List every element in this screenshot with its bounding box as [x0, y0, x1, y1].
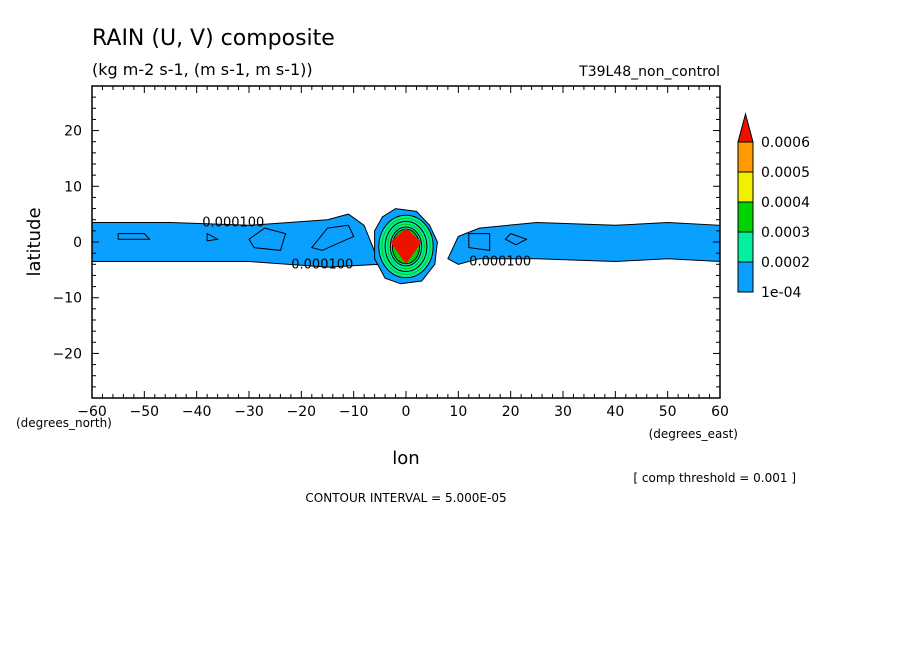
contour-cell [468, 233, 491, 251]
contour-cell [248, 227, 287, 251]
y-tick-label: −20 [52, 346, 82, 362]
run-label: T39L48_non_control [578, 64, 720, 80]
contour-label: 0.000100 [469, 255, 531, 270]
x-tick-label: 50 [659, 404, 677, 420]
x-unit-label: (degrees_east) [649, 427, 738, 441]
contour-cell [117, 233, 151, 240]
x-tick-label: 60 [711, 404, 729, 420]
contour-label: 0.000100 [202, 216, 264, 231]
x-tick-label: 0 [402, 404, 411, 420]
core-contour-ring [378, 214, 434, 279]
colorbar-label: 0.0005 [761, 165, 810, 181]
colorbar-max-arrow [737, 112, 754, 143]
chart-title: RAIN (U, V) composite [92, 26, 335, 51]
y-tick-label: 20 [64, 124, 82, 140]
contour-cell [504, 233, 528, 246]
x-tick-label: −50 [130, 404, 160, 420]
contour-cell [310, 224, 355, 251]
x-tick-label: −40 [182, 404, 212, 420]
y-unit-label: (degrees_north) [16, 416, 112, 430]
colorbar-label: 1e-04 [761, 285, 801, 301]
rain-band-west [91, 213, 381, 268]
threshold-note: [ comp threshold = 0.001 ] [633, 471, 796, 485]
core-maximum [390, 228, 422, 265]
x-tick-label: −20 [287, 404, 317, 420]
colorbar-label: 0.0006 [761, 135, 810, 151]
chart-subtitle: (kg m-2 s-1, (m s-1, m s-1)) [92, 60, 313, 79]
colorbar-label: 0.0002 [761, 255, 810, 271]
contour-interval-note: CONTOUR INTERVAL = 5.000E-05 [305, 491, 506, 505]
contour-cell [206, 232, 220, 242]
colorbar-swatch [737, 261, 754, 293]
core-contour-ring [381, 218, 431, 275]
x-tick-label: 10 [449, 404, 467, 420]
colorbar-swatch [737, 171, 754, 203]
x-tick-label: −10 [339, 404, 369, 420]
contour-fill-layer: 0.000100 0.000100 0.000100 [91, 208, 721, 285]
core-contour-ring [387, 223, 425, 270]
y-axis-label: latitude [24, 207, 45, 276]
x-tick-label: 30 [554, 404, 572, 420]
contour-label: 0.000100 [291, 257, 353, 272]
x-axis-label: lon [392, 448, 419, 469]
x-tick-label: 40 [606, 404, 624, 420]
colorbar-swatch [737, 201, 754, 233]
x-tick-label: 20 [502, 404, 520, 420]
y-tick-label: 10 [64, 179, 82, 195]
core-contour-ring [389, 226, 423, 267]
x-tick-label: −60 [77, 404, 107, 420]
colorbar-label: 0.0003 [761, 225, 810, 241]
y-tick-label: −10 [52, 291, 82, 307]
colorbar-swatch [737, 231, 754, 263]
core-contour-ring [384, 220, 428, 273]
plot-frame [91, 85, 721, 399]
colorbar-label: 0.0004 [761, 195, 810, 211]
colorbar-swatch [737, 141, 754, 173]
colorbar: 1e-04 0.0002 0.0003 0.0004 0.0005 0.0006 [737, 112, 810, 301]
y-tick-label: 0 [73, 235, 82, 251]
x-tick-label: −30 [234, 404, 264, 420]
